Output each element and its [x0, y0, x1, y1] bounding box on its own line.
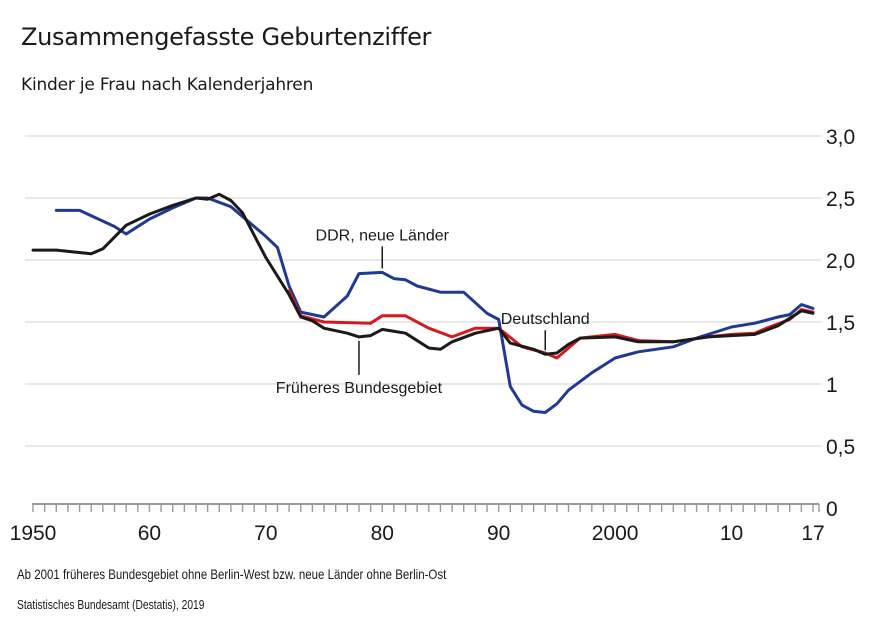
x-tick-label: 90 — [487, 522, 510, 545]
y-axis: 0 0,5 1 1,5 2,0 2,5 3,0 — [826, 126, 855, 521]
gridlines — [25, 135, 821, 447]
y-tick-label: 3,0 — [826, 126, 855, 149]
series-line-deutschland — [31, 192, 815, 356]
y-tick-label: 0,5 — [826, 436, 855, 459]
y-tick-label: 1,5 — [826, 312, 855, 335]
x-tick-label: 80 — [371, 522, 394, 545]
y-tick-label: 1 — [826, 374, 838, 397]
x-tick-label: 1950 — [10, 522, 57, 545]
y-tick-label: 2,0 — [826, 250, 855, 273]
series-lines — [31, 192, 815, 414]
annotation-label: Deutschland — [501, 311, 590, 328]
x-tick-label: 10 — [720, 522, 743, 545]
x-axis: 1950 60 70 80 90 2000 10 17 — [10, 503, 825, 545]
source-note: Statistisches Bundesamt (Destatis), 2019 — [17, 598, 205, 612]
chart-title: Zusammengefasste Geburtenziffer — [21, 23, 432, 51]
annotation-label: Früheres Bundesgebiet — [276, 380, 443, 397]
y-tick-label: 2,5 — [826, 188, 855, 211]
annotations: DDR, neue Länder Deutschland Früheres Bund… — [276, 227, 590, 396]
x-tick-label: 70 — [254, 522, 277, 545]
x-tick-label: 2000 — [592, 522, 639, 545]
chart-subtitle: Kinder je Frau nach Kalenderjahren — [21, 75, 314, 95]
x-tick-label: 60 — [138, 522, 161, 545]
x-tick-label: 17 — [801, 522, 824, 545]
annotation-label: DDR, neue Länder — [316, 227, 450, 244]
footnote: Ab 2001 früheres Bundesgebiet ohne Berli… — [17, 566, 447, 582]
y-tick-label: 0 — [826, 498, 838, 521]
